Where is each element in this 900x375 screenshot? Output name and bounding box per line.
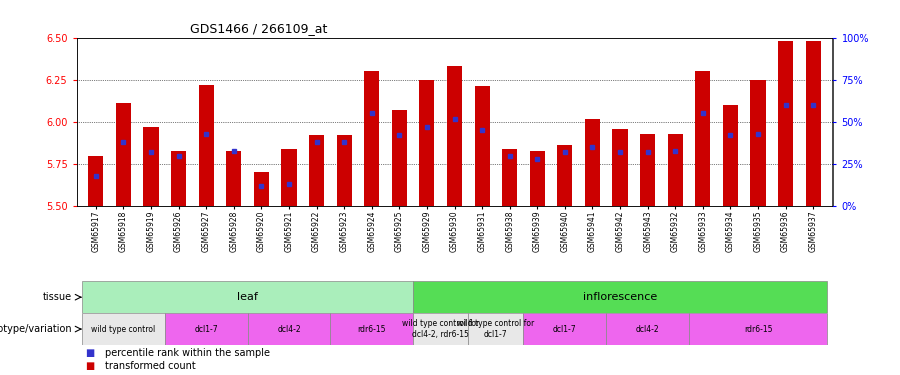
Bar: [723, 105, 738, 206]
Bar: [143, 127, 158, 206]
Text: inflorescence: inflorescence: [583, 292, 657, 302]
Bar: [419, 80, 435, 206]
Bar: [695, 71, 710, 206]
Bar: [668, 134, 683, 206]
Text: wild type control for
dcl1-7: wild type control for dcl1-7: [457, 320, 535, 339]
Text: genotype/variation: genotype/variation: [0, 324, 72, 334]
Bar: [607, 313, 689, 345]
Bar: [337, 135, 352, 206]
Bar: [524, 313, 607, 345]
Text: percentile rank within the sample: percentile rank within the sample: [105, 348, 270, 358]
Text: dcl4-2: dcl4-2: [635, 324, 660, 334]
Text: dcl1-7: dcl1-7: [554, 324, 577, 334]
Bar: [82, 281, 413, 313]
Bar: [309, 135, 324, 206]
Bar: [116, 103, 131, 206]
Bar: [199, 85, 214, 206]
Text: leaf: leaf: [237, 292, 258, 302]
Text: ■: ■: [86, 348, 94, 358]
Text: tissue: tissue: [43, 292, 72, 302]
Text: wild type control: wild type control: [91, 324, 156, 334]
Bar: [413, 281, 827, 313]
Bar: [413, 313, 468, 345]
Bar: [502, 149, 518, 206]
Bar: [165, 313, 248, 345]
Bar: [330, 313, 413, 345]
Bar: [640, 134, 655, 206]
Bar: [226, 150, 241, 206]
Bar: [254, 172, 269, 206]
Bar: [585, 118, 600, 206]
Bar: [806, 41, 821, 206]
Bar: [88, 156, 104, 206]
Bar: [468, 313, 524, 345]
Bar: [364, 71, 379, 206]
Bar: [82, 313, 165, 345]
Text: rdr6-15: rdr6-15: [357, 324, 386, 334]
Bar: [530, 150, 544, 206]
Bar: [447, 66, 462, 206]
Bar: [751, 80, 766, 206]
Bar: [282, 149, 296, 206]
Text: rdr6-15: rdr6-15: [743, 324, 772, 334]
Text: wild type control for
dcl4-2, rdr6-15: wild type control for dcl4-2, rdr6-15: [402, 320, 480, 339]
Bar: [474, 87, 490, 206]
Text: ■: ■: [86, 361, 94, 371]
Text: GDS1466 / 266109_at: GDS1466 / 266109_at: [190, 22, 328, 35]
Text: dcl1-7: dcl1-7: [194, 324, 218, 334]
Bar: [392, 110, 407, 206]
Text: transformed count: transformed count: [105, 361, 196, 371]
Bar: [689, 313, 827, 345]
Text: dcl4-2: dcl4-2: [277, 324, 301, 334]
Bar: [171, 150, 186, 206]
Bar: [557, 146, 572, 206]
Bar: [613, 129, 627, 206]
Bar: [248, 313, 330, 345]
Bar: [778, 41, 793, 206]
